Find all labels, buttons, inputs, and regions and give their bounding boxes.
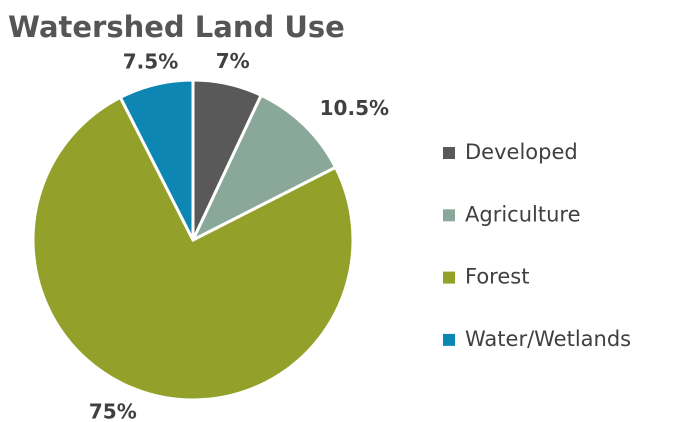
data-label: 75% [89,400,137,422]
legend-swatch [443,271,455,284]
data-label: 10.5% [320,96,389,120]
legend-swatch [443,209,455,222]
pie-slice [118,78,195,241]
pie-slice [189,93,338,244]
data-label: 7% [216,49,250,73]
data-label: 7.5% [123,50,178,74]
legend-label: Forest [465,265,529,289]
legend-label: Developed [465,140,578,164]
legend-swatch [443,333,455,346]
legend-label: Water/Wetlands [465,327,631,351]
chart-title: Watershed Land Use [8,10,345,44]
legend-label: Agriculture [465,202,581,226]
legend-swatch [443,147,455,159]
pie-slice [31,95,355,402]
